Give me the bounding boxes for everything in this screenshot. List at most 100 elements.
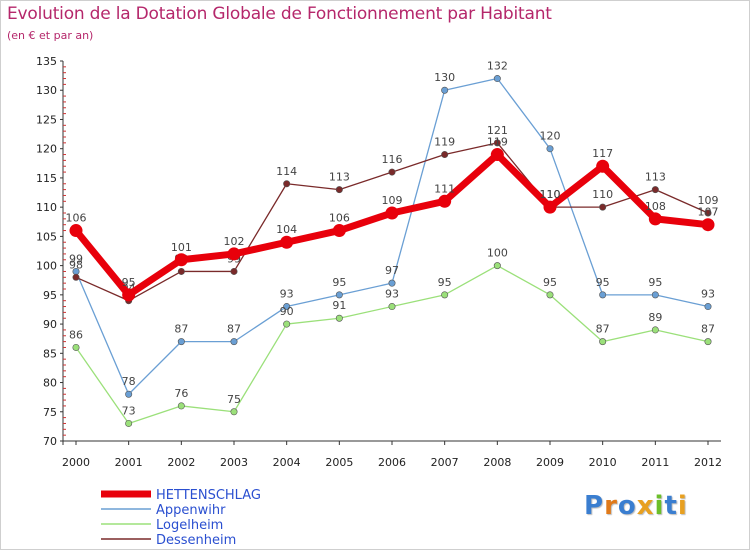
y-tick-label: 85 [43, 347, 57, 360]
logo-letter: r [604, 491, 618, 521]
data-label: 91 [332, 299, 346, 312]
data-label: 73 [122, 404, 136, 417]
data-point [72, 273, 80, 281]
data-label: 106 [66, 212, 87, 225]
data-label: 87 [174, 323, 188, 336]
data-label: 120 [540, 130, 561, 143]
data-point [283, 303, 291, 311]
data-point [493, 139, 501, 147]
logo-letter: i [654, 491, 665, 521]
data-label: 95 [332, 276, 346, 289]
x-tick-label: 2010 [589, 456, 617, 469]
data-point [388, 168, 396, 176]
data-label: 86 [69, 328, 83, 341]
data-point [280, 235, 294, 249]
data-point [388, 279, 396, 287]
x-tick-label: 2009 [536, 456, 564, 469]
data-label: 117 [592, 147, 613, 160]
x-tick-label: 2011 [641, 456, 669, 469]
data-label: 95 [596, 276, 610, 289]
data-label: 87 [227, 323, 241, 336]
data-point [704, 303, 712, 311]
legend-item-appenwihr: Appenwihr [101, 503, 226, 518]
data-point [125, 419, 133, 427]
data-point [283, 320, 291, 328]
legend-label: HETTENSCHLAG [156, 488, 261, 503]
data-point [69, 224, 83, 238]
data-label: 113 [645, 171, 666, 184]
data-point [177, 267, 185, 275]
x-tick-label: 2006 [378, 456, 406, 469]
data-point [230, 338, 238, 346]
data-label: 108 [645, 200, 666, 213]
data-label: 114 [276, 165, 297, 178]
data-label: 109 [382, 194, 403, 207]
data-label: 90 [280, 305, 294, 318]
legend-label: Appenwihr [156, 503, 226, 518]
data-point [335, 291, 343, 299]
data-point [596, 159, 610, 173]
x-tick-label: 2000 [62, 456, 90, 469]
y-tick-label: 80 [43, 377, 57, 390]
data-point [335, 314, 343, 322]
data-label: 107 [698, 206, 719, 219]
data-label: 106 [329, 212, 350, 225]
data-point [651, 186, 659, 194]
logo-letter: t [664, 491, 678, 521]
x-tick-label: 2004 [273, 456, 301, 469]
data-label: 113 [329, 171, 350, 184]
data-label: 89 [648, 311, 662, 324]
y-tick-label: 125 [36, 113, 57, 126]
legend-item-hettenschlag: HETTENSCHLAG [101, 488, 261, 503]
y-tick-label: 105 [36, 230, 57, 243]
data-label: 76 [174, 387, 188, 400]
data-label: 95 [438, 276, 452, 289]
data-point [441, 291, 449, 299]
data-label: 93 [701, 288, 715, 301]
data-label: 132 [487, 60, 508, 73]
data-label: 104 [276, 223, 297, 236]
data-point [230, 408, 238, 416]
x-tick-label: 2012 [694, 456, 722, 469]
legend-item-dessenheim: Dessenheim [101, 533, 236, 548]
data-label: 119 [434, 136, 455, 149]
data-label: 99 [69, 252, 83, 265]
y-tick-label: 130 [36, 84, 57, 97]
data-point [441, 151, 449, 159]
data-point [651, 326, 659, 334]
data-point [704, 209, 712, 217]
data-label: 87 [701, 323, 715, 336]
x-tick-label: 2007 [431, 456, 459, 469]
y-tick-label: 100 [36, 260, 57, 273]
data-point [72, 343, 80, 351]
y-tick-label: 95 [43, 289, 57, 302]
legend-label: Dessenheim [156, 533, 236, 548]
data-point [599, 291, 607, 299]
proxiti-logo: Proxiti [584, 491, 688, 521]
data-point [493, 75, 501, 83]
data-point [490, 148, 504, 162]
data-point [543, 200, 557, 214]
series-hettenschlag: 106 95 101 102 104 106 109 111 119 110 117 108 107 [66, 136, 719, 302]
data-point [648, 212, 662, 226]
series-logelheim: 86 73 76 75 90 91 93 95 100 95 87 89 87 [69, 247, 715, 427]
data-label: 93 [280, 288, 294, 301]
x-tick-label: 2001 [115, 456, 143, 469]
x-tick-label: 2008 [483, 456, 511, 469]
y-tick-label: 75 [43, 406, 57, 419]
logo-letter: o [617, 491, 637, 521]
legend-label: Logelheim [156, 518, 223, 533]
y-tick-label: 115 [36, 172, 57, 185]
legend-item-logelheim: Logelheim [101, 518, 223, 533]
data-label: 101 [171, 241, 192, 254]
logo-letter: i [677, 491, 688, 521]
data-label: 93 [385, 288, 399, 301]
data-point [125, 390, 133, 398]
data-point [701, 218, 715, 232]
data-point [385, 206, 399, 220]
y-tick-label: 90 [43, 318, 57, 331]
data-point [230, 267, 238, 275]
data-point [122, 288, 136, 302]
data-label: 102 [224, 235, 245, 248]
